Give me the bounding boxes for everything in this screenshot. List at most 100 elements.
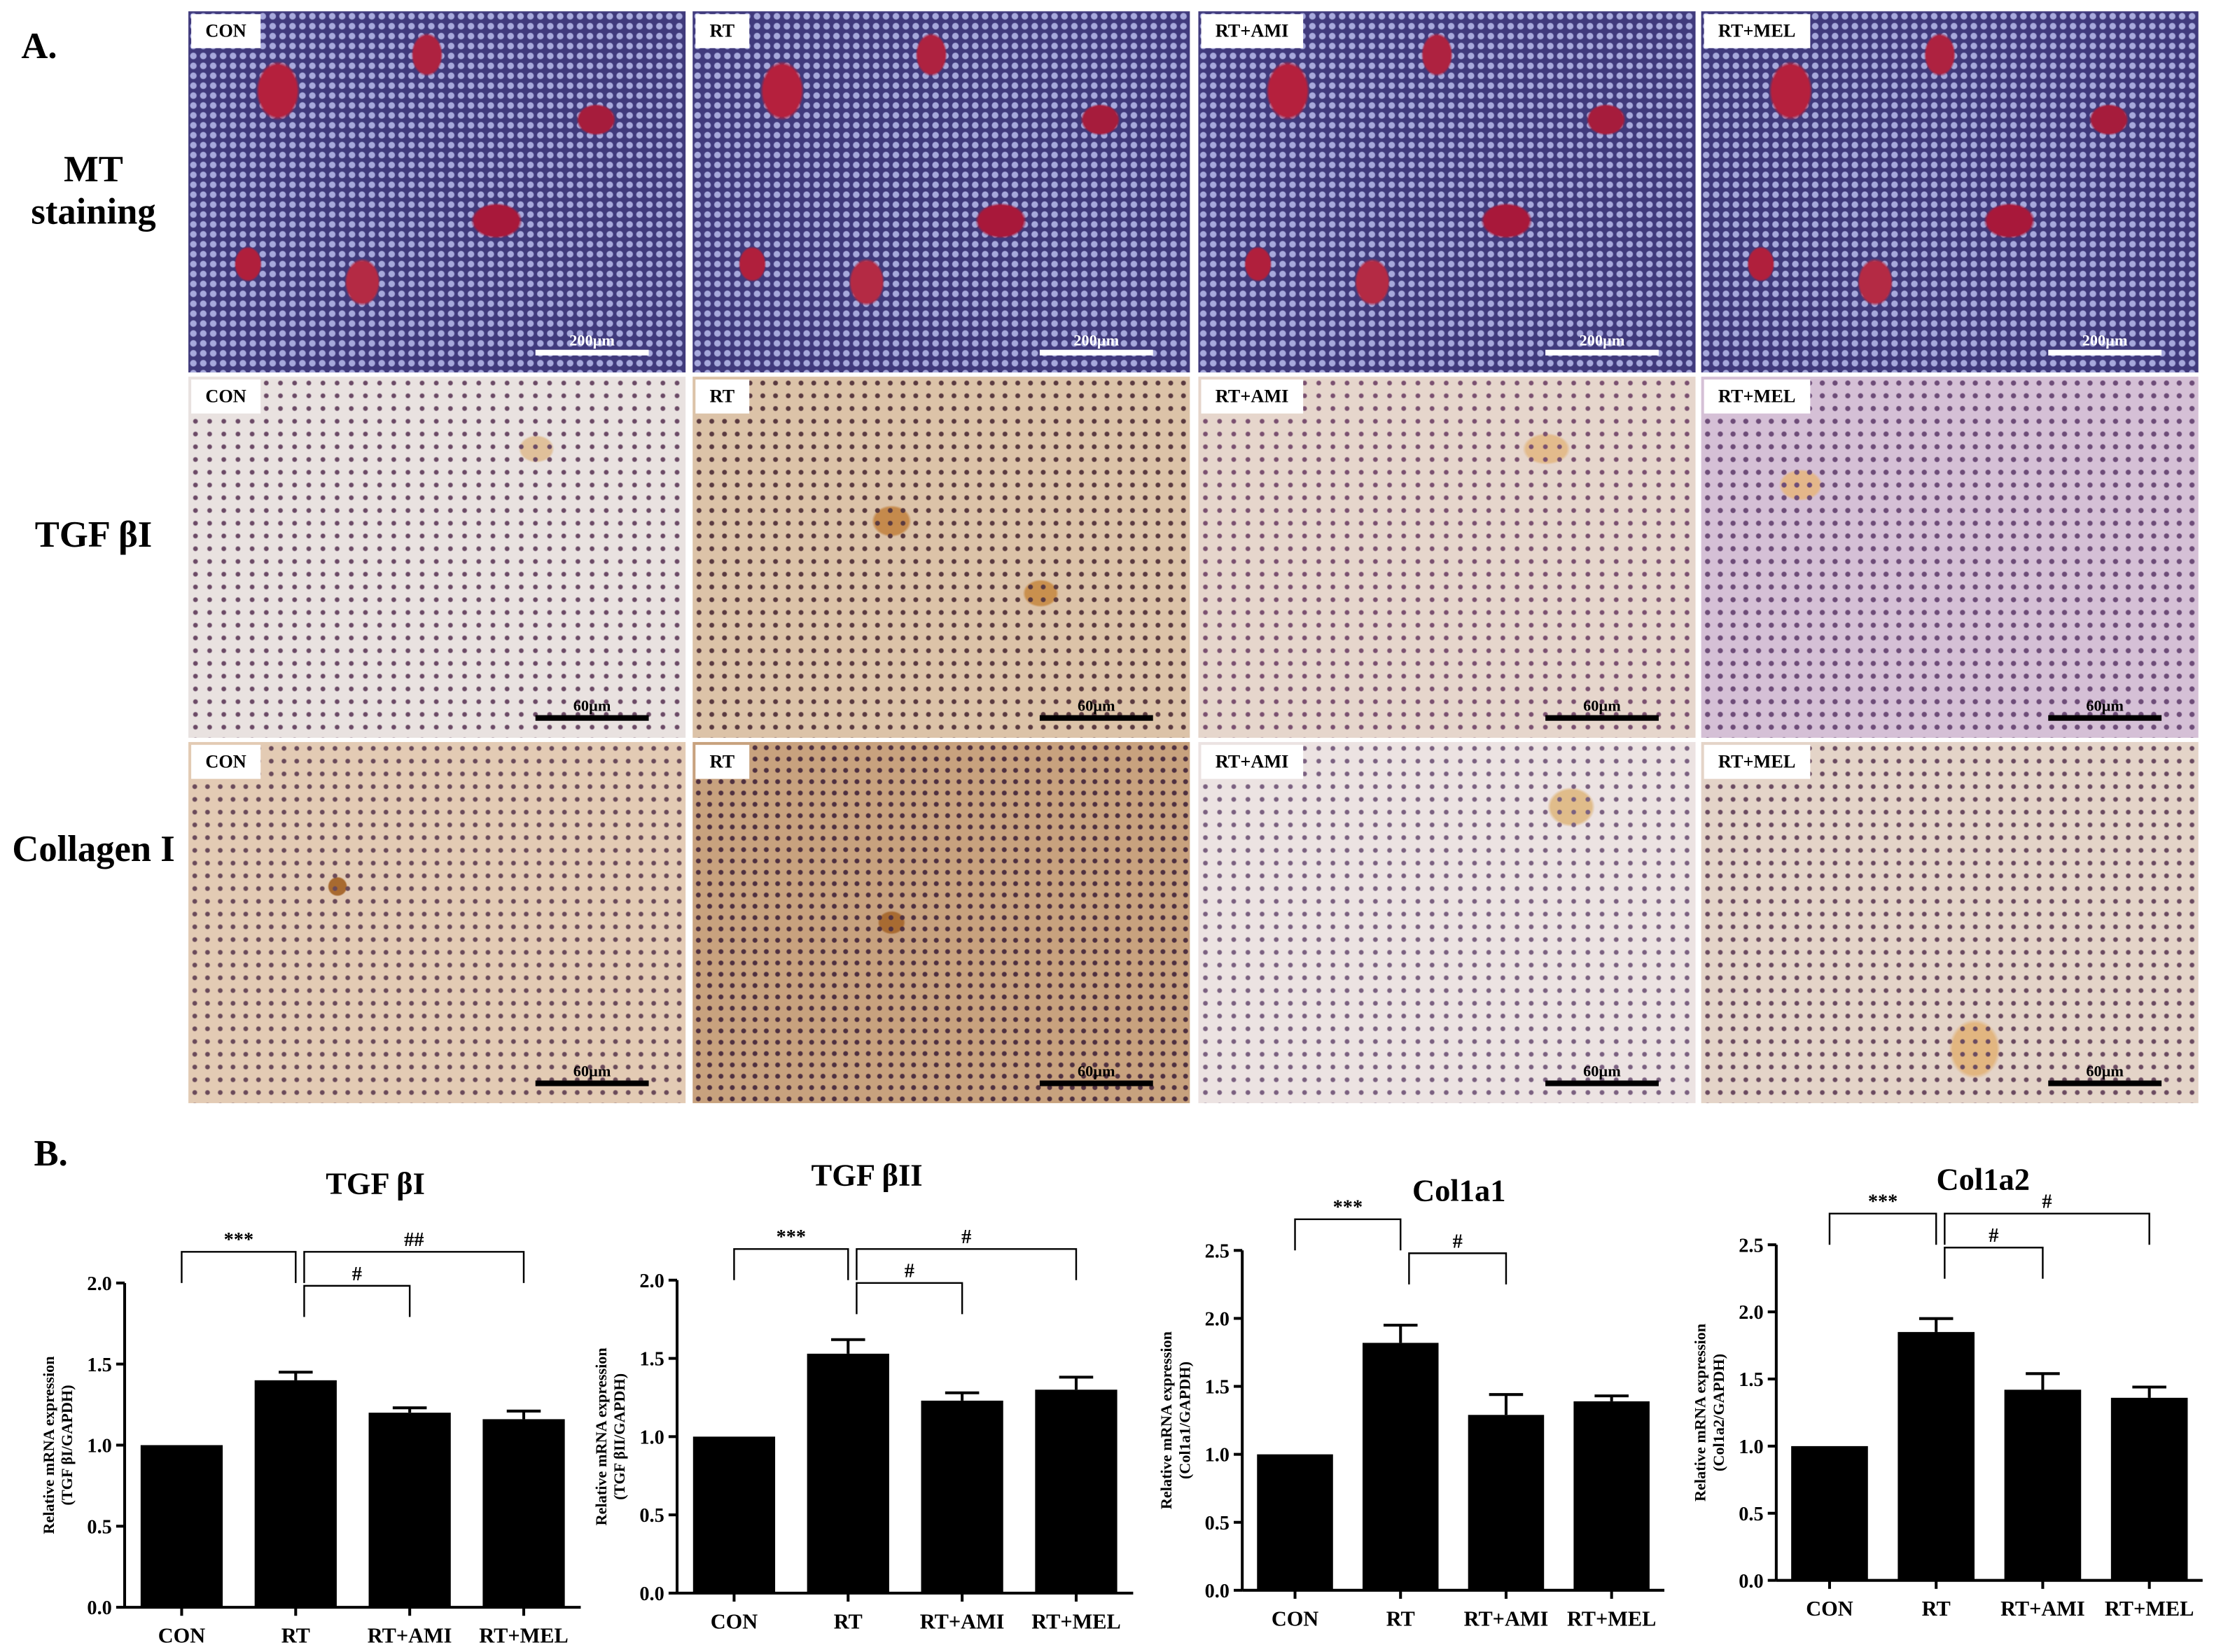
y-tick-label: 1.0: [639, 1427, 664, 1448]
scale-bar: [2048, 715, 2162, 721]
bar: [254, 1380, 337, 1608]
significance-label: #: [905, 1261, 914, 1282]
y-tick-label: 0.5: [87, 1516, 111, 1538]
chart-title: TGF βI: [326, 1166, 425, 1200]
bar: [482, 1419, 565, 1608]
y-tick-label: 0.0: [87, 1597, 111, 1619]
y-tick-label: 1.0: [1739, 1436, 1763, 1458]
bar: [140, 1445, 223, 1608]
row-label: TGF βI: [34, 514, 153, 556]
error-bar: [1059, 1376, 1094, 1390]
y-tick-label: 2.0: [1205, 1309, 1230, 1331]
significance-bracket: [1944, 1247, 2044, 1279]
y-axis-label: Relative mRNA expression: [1692, 1323, 1709, 1502]
scale-label: 60µm: [573, 698, 611, 715]
y-axis-label: (Col1a1/GAPDH): [1176, 1362, 1193, 1479]
y-tick-label: 2.5: [1739, 1235, 1763, 1256]
scale-bar: [1545, 349, 1659, 356]
chart-title: TGF βII: [812, 1157, 923, 1192]
y-axis-label: Relative mRNA expression: [1157, 1331, 1175, 1509]
significance-label: ***: [777, 1226, 806, 1248]
scale-bar: [1039, 1080, 1153, 1086]
x-tick-label: CON: [1272, 1606, 1318, 1630]
y-tick-label: 2.0: [1739, 1302, 1763, 1324]
significance-bracket: [856, 1248, 1078, 1280]
significance-label: #: [1453, 1231, 1463, 1252]
x-tick-label: CON: [1806, 1597, 1853, 1620]
group-label: RT: [695, 14, 749, 48]
error-bar: [392, 1406, 427, 1413]
significance-label: ***: [1868, 1191, 1898, 1213]
x-tick-label: RT: [281, 1624, 310, 1648]
x-tick-label: RT: [1922, 1597, 1951, 1620]
micrograph: RT 200µm: [692, 11, 1190, 373]
error-bar: [1489, 1393, 1524, 1415]
y-tick-label: 0.5: [1739, 1504, 1763, 1525]
error-bar: [830, 1338, 865, 1354]
significance-bracket: [1944, 1212, 2150, 1245]
error-bar: [2026, 1372, 2060, 1390]
error-bar: [1919, 1317, 1954, 1332]
error-bar: [506, 1409, 541, 1420]
x-tick-label: CON: [158, 1624, 205, 1648]
bar: [1257, 1454, 1333, 1590]
x-tick-label: RT: [834, 1609, 863, 1633]
y-tick-label: 0.0: [1205, 1581, 1230, 1602]
x-tick-label: RT+MEL: [2105, 1597, 2194, 1620]
scale-label: 60µm: [2086, 1063, 2124, 1081]
scale-bar: [1545, 1080, 1659, 1086]
significance-label: #: [1989, 1225, 1998, 1247]
bar: [692, 1436, 776, 1593]
y-tick-label: 1.5: [1739, 1369, 1763, 1391]
micrograph: CON 200µm: [188, 11, 686, 373]
group-label: RT+AMI: [1201, 14, 1303, 48]
significance-bracket: [856, 1282, 963, 1315]
x-tick-label: CON: [711, 1609, 758, 1633]
y-tick-label: 2.0: [87, 1273, 111, 1295]
scale-bar: [535, 349, 649, 356]
scale-label: 200µm: [569, 332, 615, 350]
x-tick-label: RT+MEL: [1567, 1606, 1656, 1630]
scale-label: 200µm: [1073, 332, 1120, 350]
x-tick-label: RT+AMI: [2000, 1597, 2085, 1620]
group-label: RT+MEL: [1704, 14, 1810, 48]
scale-label: 200µm: [1579, 332, 1625, 350]
x-tick-label: RT: [1386, 1606, 1415, 1630]
panel-label: B.: [34, 1133, 68, 1175]
significance-label: #: [2042, 1191, 2052, 1213]
panel-label: A.: [21, 25, 57, 67]
y-axis-label: (TGF βI/GAPDH): [58, 1385, 76, 1505]
scale-label: 60µm: [1077, 698, 1115, 715]
y-tick-label: 0.5: [1205, 1513, 1230, 1534]
group-label: RT+MEL: [1704, 379, 1810, 414]
scale-label: 60µm: [1583, 698, 1621, 715]
y-axis-label: (TGF βII/GAPDH): [611, 1373, 628, 1500]
chart-title: Col1a1: [1412, 1173, 1506, 1208]
scale-label: 60µm: [1583, 1063, 1621, 1081]
y-tick-label: 1.5: [639, 1349, 664, 1371]
scale-bar: [1039, 349, 1153, 356]
x-tick-label: RT+MEL: [479, 1624, 568, 1648]
bar: [921, 1400, 1003, 1593]
group-label: RT: [695, 745, 749, 779]
micrograph: RT 60µm: [692, 377, 1190, 738]
micrograph: CON 60µm: [188, 742, 686, 1103]
error-bar: [1594, 1394, 1629, 1401]
significance-bracket: [1294, 1218, 1402, 1251]
micrograph: RT+MEL 60µm: [1701, 742, 2199, 1103]
micrograph: RT+AMI 60µm: [1198, 377, 1696, 738]
scale-bar: [1039, 715, 1153, 721]
significance-bracket: [1408, 1252, 1508, 1284]
bar: [1362, 1343, 1439, 1590]
x-tick-label: RT+AMI: [920, 1609, 1005, 1633]
significance-bracket: [733, 1248, 849, 1280]
error-bar: [2132, 1385, 2166, 1398]
row-label: MT staining: [31, 148, 156, 232]
significance-label: ***: [1333, 1197, 1363, 1219]
error-bar: [945, 1391, 980, 1401]
group-label: CON: [191, 14, 261, 48]
y-tick-label: 0.5: [639, 1505, 664, 1527]
group-label: RT+MEL: [1704, 745, 1810, 779]
bar: [1898, 1331, 1975, 1581]
